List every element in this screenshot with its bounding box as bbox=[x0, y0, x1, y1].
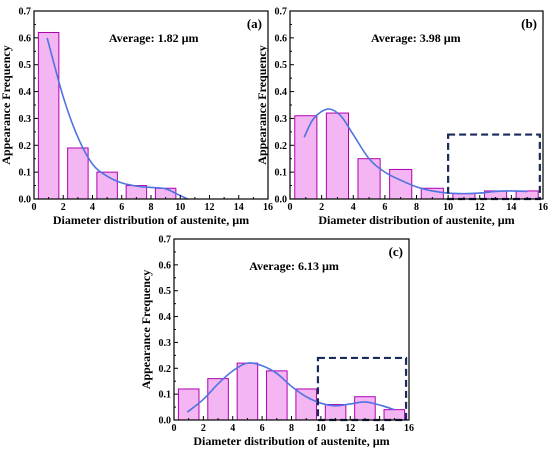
x-tick-label: 2 bbox=[201, 423, 206, 434]
highlight-box bbox=[447, 133, 541, 201]
y-axis-label: Appearance Frequency bbox=[0, 45, 13, 164]
bar bbox=[325, 112, 350, 200]
y-tick-label: 0.6 bbox=[275, 33, 288, 44]
x-tick-label: 12 bbox=[205, 202, 215, 213]
bar bbox=[177, 388, 200, 421]
bar bbox=[295, 388, 317, 421]
fit-curve bbox=[186, 362, 395, 413]
y-tick-label: 0.1 bbox=[159, 390, 172, 401]
average-annotation: Average: 6.13 µm bbox=[249, 259, 339, 273]
y-tick-label: 0.6 bbox=[159, 260, 172, 271]
y-tick-label: 0.5 bbox=[275, 60, 288, 71]
x-tick-label: 6 bbox=[119, 202, 124, 213]
fit-curve bbox=[46, 37, 188, 200]
chart-panel-3: 0 2 4 6 8 10 12 14 16 0.0 0.1 0.2 0.3 0.4 0.5 0.6 0.7 Dia… bbox=[139, 235, 414, 449]
y-tick-label: 0.3 bbox=[19, 114, 32, 125]
x-tick-label: 14 bbox=[506, 202, 516, 213]
x-tick-label: 16 bbox=[538, 202, 548, 213]
panel-label: (a) bbox=[247, 16, 262, 31]
highlight-box bbox=[316, 356, 408, 422]
bar bbox=[354, 396, 376, 421]
x-axis-label: Diameter distribution of austenite, µm bbox=[318, 213, 514, 227]
y-tick-label: 0.7 bbox=[275, 7, 288, 18]
bar bbox=[294, 115, 318, 200]
y-tick-label: 0.1 bbox=[275, 168, 288, 179]
fit-curve bbox=[303, 108, 528, 195]
x-tick-label: 10 bbox=[316, 423, 326, 434]
x-tick-label: 0 bbox=[172, 423, 177, 434]
x-tick-label: 12 bbox=[345, 423, 355, 434]
x-tick-label: 2 bbox=[319, 202, 324, 213]
x-tick-label: 0 bbox=[32, 202, 37, 213]
x-tick-label: 0 bbox=[288, 202, 293, 213]
x-axis-label: Diameter distribution of austenite, µm bbox=[53, 213, 249, 227]
x-tick-label: 14 bbox=[234, 202, 244, 213]
y-tick-label: 0.1 bbox=[19, 168, 32, 179]
bar bbox=[37, 31, 60, 200]
y-tick-label: 0.5 bbox=[19, 60, 32, 71]
y-tick-label: 0.7 bbox=[19, 7, 32, 18]
x-tick-label: 4 bbox=[90, 202, 95, 213]
x-tick-label: 8 bbox=[414, 202, 419, 213]
y-tick-label: 0.0 bbox=[159, 416, 172, 427]
y-tick-label: 0.2 bbox=[275, 141, 288, 152]
y-axis-label: Appearance Frequency bbox=[255, 45, 269, 164]
average-annotation: Average: 1.82 µm bbox=[109, 31, 199, 45]
x-tick-label: 12 bbox=[475, 202, 485, 213]
bar bbox=[266, 370, 288, 421]
y-axis-label: Appearance Frequency bbox=[139, 270, 153, 389]
panel-label: (b) bbox=[521, 16, 537, 31]
y-tick-label: 0.0 bbox=[19, 195, 32, 206]
x-tick-label: 14 bbox=[375, 423, 385, 434]
panel-label: (c) bbox=[389, 244, 403, 259]
x-tick-label: 2 bbox=[61, 202, 66, 213]
y-tick-label: 0.4 bbox=[275, 87, 288, 98]
x-tick-label: 4 bbox=[351, 202, 356, 213]
y-tick-label: 0.4 bbox=[159, 312, 172, 323]
y-tick-label: 0.2 bbox=[159, 364, 172, 375]
x-tick-label: 10 bbox=[175, 202, 185, 213]
y-tick-label: 0.6 bbox=[19, 33, 32, 44]
x-tick-label: 8 bbox=[149, 202, 154, 213]
x-tick-label: 16 bbox=[404, 423, 414, 434]
chart-panel-1: 0 2 4 6 8 10 12 14 16 0.0 0.1 0.2 0.3 0.4 0.5 0.6 0.7 Dia… bbox=[0, 7, 273, 228]
y-tick-label: 0.4 bbox=[19, 87, 32, 98]
bar bbox=[357, 158, 381, 200]
y-tick-label: 0.5 bbox=[159, 286, 172, 297]
x-tick-label: 6 bbox=[382, 202, 387, 213]
x-axis-label: Diameter distribution of austenite, µm bbox=[193, 434, 389, 448]
y-tick-label: 0.3 bbox=[275, 114, 288, 125]
chart-panel-2: 0 2 4 6 8 10 12 14 160.00.10.20.30.40.50.60.7Dia… bbox=[255, 7, 548, 228]
x-tick-label: 6 bbox=[260, 423, 265, 434]
x-tick-label: 10 bbox=[443, 202, 453, 213]
x-tick-label: 8 bbox=[289, 423, 294, 434]
y-tick-label: 0.7 bbox=[159, 235, 172, 246]
bar bbox=[67, 147, 89, 200]
y-tick-label: 0.2 bbox=[19, 141, 32, 152]
y-tick-label: 0.3 bbox=[159, 338, 172, 349]
x-tick-label: 4 bbox=[230, 423, 235, 434]
bar bbox=[324, 403, 347, 421]
x-tick-label: 16 bbox=[263, 202, 273, 213]
y-tick-label: 0.0 bbox=[275, 195, 288, 206]
average-annotation: Average: 3.98 µm bbox=[371, 31, 461, 45]
bar bbox=[236, 362, 259, 421]
